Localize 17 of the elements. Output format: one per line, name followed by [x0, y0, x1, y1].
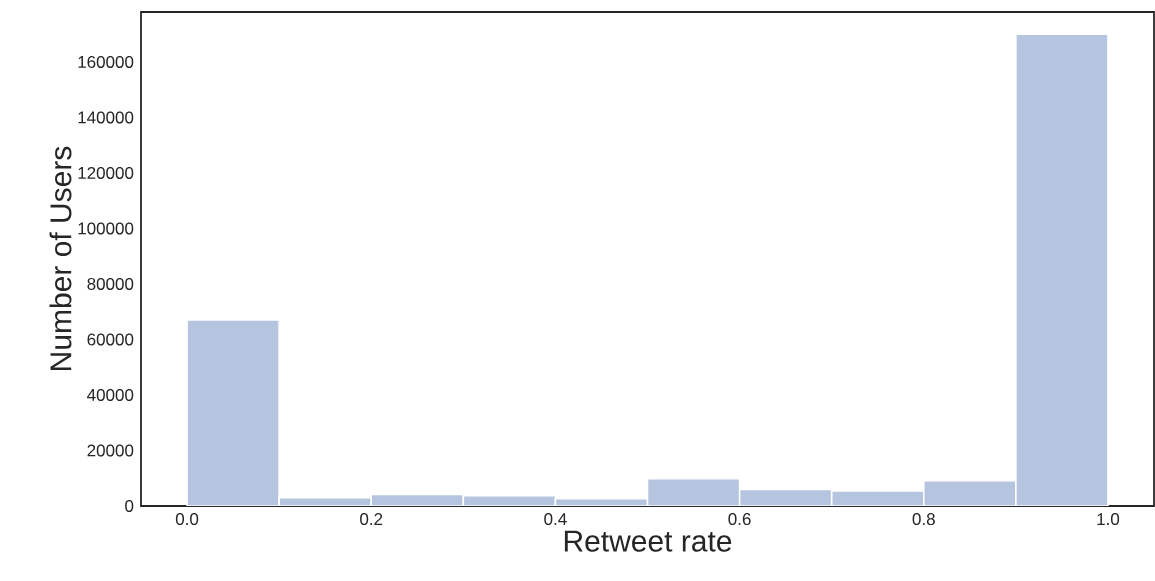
y-tick-label: 160000: [78, 55, 134, 68]
y-tick-label: 20000: [87, 444, 134, 457]
y-axis-title: Number of Users: [49, 146, 72, 370]
x-axis-title: Retweet rate: [564, 530, 732, 552]
y-tick-label: 40000: [87, 388, 134, 401]
y-tick-label: 80000: [87, 277, 134, 290]
x-tick-label: 0.0: [175, 513, 199, 526]
x-tick-label: 0.4: [544, 513, 567, 526]
y-tick-label: 140000: [78, 111, 134, 124]
y-tick-label: 60000: [87, 333, 134, 346]
y-tick-label: 120000: [78, 166, 134, 179]
x-tick-label: 0.2: [360, 513, 383, 526]
y-tick-label: 100000: [78, 222, 134, 235]
x-tick-label: 1.0: [1097, 513, 1120, 526]
y-tick-label: 0: [125, 499, 134, 512]
x-tick-label: 0.6: [728, 513, 751, 526]
x-tick-label: 0.8: [912, 513, 935, 526]
